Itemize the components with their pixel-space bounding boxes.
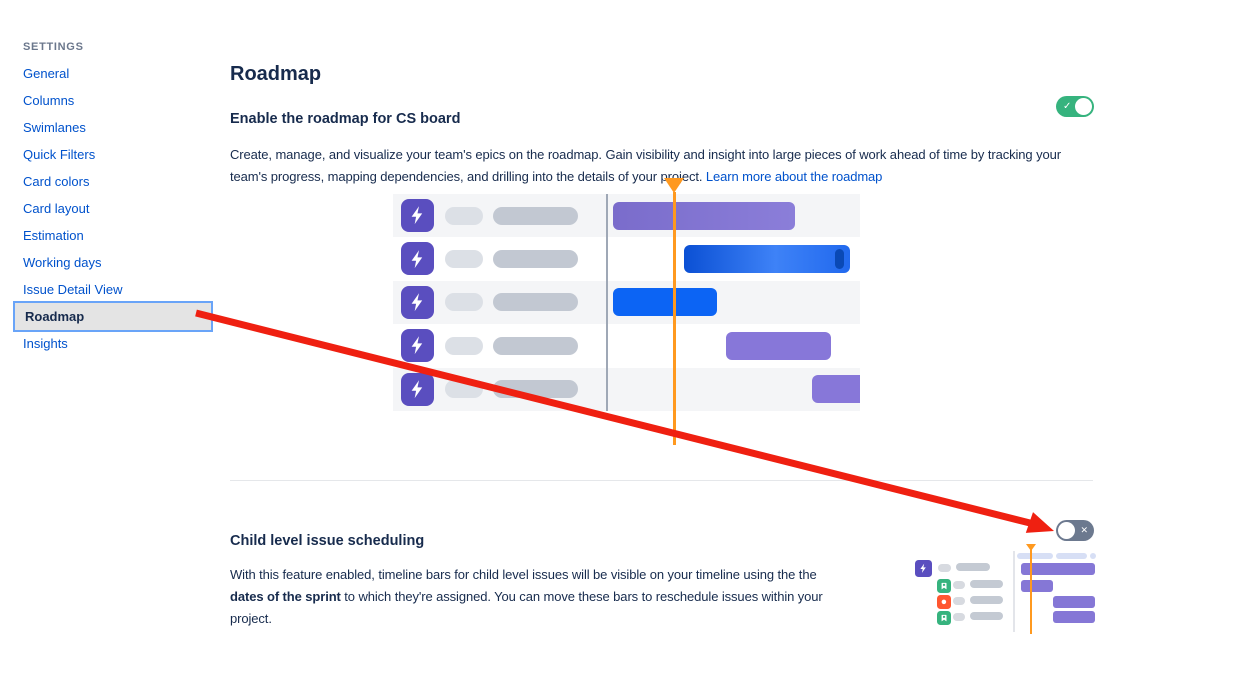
- description-text: to which they're assigned. You can move …: [230, 589, 823, 626]
- timeline-bar: [726, 331, 831, 360]
- enable-roadmap-heading: Enable the roadmap for CS board: [230, 111, 461, 128]
- placeholder-pill: [970, 580, 1003, 588]
- child-scheduling-heading: Child level issue scheduling: [230, 533, 425, 550]
- roadmap-section-description: Create, manage, and visualize your team'…: [230, 144, 1086, 188]
- sidebar-item-swimlanes[interactable]: Swimlanes: [23, 120, 86, 135]
- bug-icon: [937, 595, 951, 609]
- placeholder-pill: [445, 380, 483, 399]
- learn-more-link[interactable]: Learn more about the roadmap: [705, 169, 883, 184]
- story-icon: [937, 579, 951, 593]
- epic-icon: [401, 242, 434, 276]
- placeholder-pill: [938, 564, 951, 572]
- illustration-divider-line: [606, 194, 608, 411]
- placeholder-pill: [493, 380, 578, 399]
- settings-sidebar: General Columns Swimlanes Quick Filters Card…: [0, 60, 216, 357]
- roadmap-illustration-row: [393, 194, 860, 238]
- x-icon: ✕: [1080, 525, 1088, 535]
- epic-icon: [915, 560, 932, 577]
- timeline-header-segment: [1056, 553, 1087, 559]
- placeholder-pill: [493, 293, 578, 312]
- timeline-bar: [812, 375, 860, 404]
- illustration-divider-line: [1013, 551, 1015, 632]
- today-marker-line: [673, 192, 676, 445]
- today-marker-icon: [664, 178, 684, 193]
- toggle-knob: [1075, 98, 1092, 115]
- child-scheduling-description: With this feature enabled, timeline bars…: [230, 564, 850, 630]
- description-bold-text: dates of the sprint: [230, 589, 341, 604]
- bar-drag-handle: [835, 248, 844, 269]
- roadmap-illustration-row: [393, 280, 860, 325]
- timeline-header-segment: [1090, 553, 1096, 559]
- placeholder-pill: [953, 613, 965, 621]
- epic-icon: [401, 329, 434, 363]
- sidebar-item-card-layout[interactable]: Card layout: [23, 201, 90, 216]
- roadmap-illustration: [393, 178, 860, 445]
- sidebar-item-general[interactable]: General: [23, 66, 70, 81]
- timeline-bar: [613, 288, 717, 317]
- roadmap-illustration-row: [393, 237, 860, 281]
- epic-icon: [401, 372, 434, 406]
- roadmap-illustration-row: [393, 324, 860, 368]
- placeholder-pill: [445, 336, 483, 355]
- roadmap-description-text: Create, manage, and visualize your team'…: [230, 147, 1061, 184]
- child-timeline-bar: [1021, 580, 1053, 592]
- toggle-knob: [1058, 522, 1075, 539]
- placeholder-pill: [493, 249, 578, 268]
- placeholder-pill: [493, 336, 578, 355]
- placeholder-pill: [445, 249, 483, 268]
- placeholder-pill: [445, 293, 483, 312]
- enable-roadmap-toggle[interactable]: ✓: [1056, 96, 1094, 117]
- sidebar-item-roadmap[interactable]: Roadmap: [13, 301, 213, 332]
- placeholder-pill: [970, 596, 1003, 604]
- today-marker-icon: [1026, 544, 1036, 551]
- placeholder-pill: [956, 563, 990, 571]
- sidebar-item-insights[interactable]: Insights: [23, 336, 68, 351]
- sidebar-settings-header: SETTINGS: [23, 41, 84, 53]
- epic-icon: [401, 285, 434, 319]
- placeholder-pill: [970, 612, 1003, 620]
- sidebar-item-columns[interactable]: Columns: [23, 93, 75, 108]
- child-scheduling-toggle[interactable]: ✕: [1056, 520, 1094, 541]
- timeline-bar: [613, 201, 795, 230]
- child-timeline-bar: [1053, 596, 1095, 608]
- timeline-header-segment: [1017, 553, 1053, 559]
- sidebar-item-quick-filters[interactable]: Quick Filters: [23, 147, 96, 162]
- check-icon: ✓: [1063, 101, 1072, 112]
- epic-icon: [401, 199, 434, 232]
- story-icon: [937, 611, 951, 625]
- page-title: Roadmap: [230, 63, 322, 86]
- sidebar-item-working-days[interactable]: Working days: [23, 255, 102, 270]
- today-marker-line: [1030, 545, 1032, 634]
- placeholder-pill: [953, 581, 965, 589]
- section-divider: [230, 480, 1093, 481]
- child-timeline-bar: [1021, 563, 1095, 575]
- description-text: With this feature enabled, timeline bars…: [230, 567, 817, 582]
- child-illustration: [913, 544, 1096, 636]
- placeholder-pill: [445, 206, 483, 225]
- child-timeline-bar: [1053, 611, 1095, 623]
- timeline-bar: [684, 244, 850, 273]
- placeholder-pill: [493, 206, 578, 225]
- sidebar-item-issue-detail-view[interactable]: Issue Detail View: [23, 282, 123, 297]
- sidebar-item-estimation[interactable]: Estimation: [23, 228, 84, 243]
- sidebar-item-card-colors[interactable]: Card colors: [23, 174, 90, 189]
- roadmap-illustration-row: [393, 367, 860, 411]
- placeholder-pill: [953, 597, 965, 605]
